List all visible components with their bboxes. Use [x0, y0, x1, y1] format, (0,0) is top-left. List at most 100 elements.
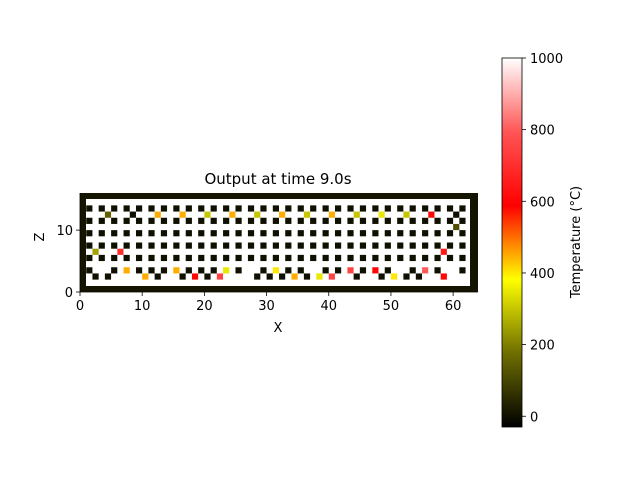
heat-cell: [111, 205, 118, 212]
heat-cell: [223, 205, 230, 212]
plot-area: [80, 193, 478, 292]
heat-cell: [210, 230, 217, 237]
heat-cell: [434, 267, 441, 274]
heat-cell: [334, 205, 342, 212]
heat-cell: [260, 217, 267, 224]
heat-cell: [409, 230, 416, 237]
heat-cell: [229, 211, 236, 218]
heat-cell: [322, 230, 329, 237]
colorbar-tick-label: 600: [530, 195, 555, 210]
heat-cell: [453, 211, 460, 218]
x-tick-label: 30: [258, 299, 275, 314]
colorbar-label: Temperature (°C): [569, 186, 584, 299]
heat-cell: [397, 205, 404, 212]
heat-cell: [322, 267, 329, 274]
heat-cell: [210, 217, 217, 224]
heat-cell: [235, 242, 242, 249]
heat-cell: [173, 254, 180, 262]
heat-cell: [260, 242, 267, 249]
heat-cell: [111, 230, 118, 237]
heat-cell: [459, 230, 466, 237]
heat-cell: [247, 217, 255, 224]
heat-cell: [98, 230, 105, 237]
heat-cell: [185, 242, 192, 249]
heat-cell: [272, 254, 279, 262]
heat-cell: [446, 254, 454, 262]
heat-cell: [440, 273, 447, 280]
heat-cell: [285, 230, 292, 237]
heat-cell: [223, 254, 230, 262]
heat-cell: [86, 267, 93, 274]
heat-cell: [160, 254, 168, 262]
heat-cell: [297, 230, 304, 237]
heat-cell: [123, 242, 130, 249]
heat-cell: [247, 230, 255, 237]
heat-cell: [409, 254, 416, 262]
heat-cell: [135, 230, 143, 237]
heat-cell: [111, 242, 118, 249]
heat-cell: [459, 242, 466, 249]
heat-cell: [428, 211, 435, 218]
heat-cell: [359, 230, 367, 237]
heat-cell: [98, 242, 105, 249]
heat-cell: [272, 267, 279, 274]
heat-cell: [446, 230, 454, 237]
heat-cell: [111, 267, 118, 274]
heat-cell: [204, 273, 211, 280]
heat-cell: [446, 242, 454, 249]
heat-cell: [409, 217, 416, 224]
heat-cell: [310, 230, 317, 237]
heat-cell: [422, 267, 429, 274]
heat-cell: [316, 273, 323, 280]
heat-cell: [334, 254, 342, 262]
y-axis: 0 10: [56, 193, 81, 301]
heat-cell: [272, 217, 279, 224]
heat-cell: [347, 205, 354, 212]
heat-cell: [459, 267, 466, 274]
heat-cell: [266, 273, 273, 280]
heat-cell: [384, 242, 391, 249]
heat-cell: [111, 217, 118, 224]
heat-cell: [310, 217, 317, 224]
heat-cell: [453, 223, 460, 231]
heat-cell: [390, 273, 398, 280]
heat-cell: [223, 230, 230, 237]
heat-cell: [285, 217, 292, 224]
heat-cell: [285, 242, 292, 249]
heat-cell: [123, 217, 130, 224]
colorbar-tick-label: 1000: [530, 52, 563, 67]
heat-cell: [310, 242, 317, 249]
heat-cell: [179, 211, 186, 218]
heat-cell: [179, 273, 186, 280]
heat-cell: [353, 211, 360, 218]
heat-cell: [223, 242, 230, 249]
heat-cell: [384, 267, 391, 274]
heat-cell: [185, 217, 192, 224]
heat-cell: [272, 242, 279, 249]
heat-cell: [260, 254, 267, 262]
heat-cell: [303, 273, 311, 280]
heat-cell: [359, 217, 367, 224]
heat-cell: [434, 217, 441, 224]
heat-cell: [260, 267, 267, 274]
heat-cell: [148, 242, 155, 249]
heat-cell: [397, 254, 404, 262]
colorbar-tick-label: 400: [530, 267, 555, 282]
heat-cell: [104, 211, 112, 218]
heat-cell: [279, 211, 286, 218]
heat-cell: [198, 230, 205, 237]
heat-cell: [260, 230, 267, 237]
heat-cell: [446, 217, 454, 224]
heat-cell: [359, 267, 367, 274]
heat-cell: [185, 230, 192, 237]
heat-cell: [359, 242, 367, 249]
heat-cell: [247, 205, 255, 212]
heat-cell: [191, 273, 199, 280]
heat-cell: [347, 217, 354, 224]
heat-cell: [334, 242, 342, 249]
heat-cell: [378, 211, 385, 218]
heat-cell: [459, 254, 466, 262]
heat-cell: [135, 205, 143, 212]
heat-cell: [403, 273, 410, 280]
heat-cell: [173, 230, 180, 237]
